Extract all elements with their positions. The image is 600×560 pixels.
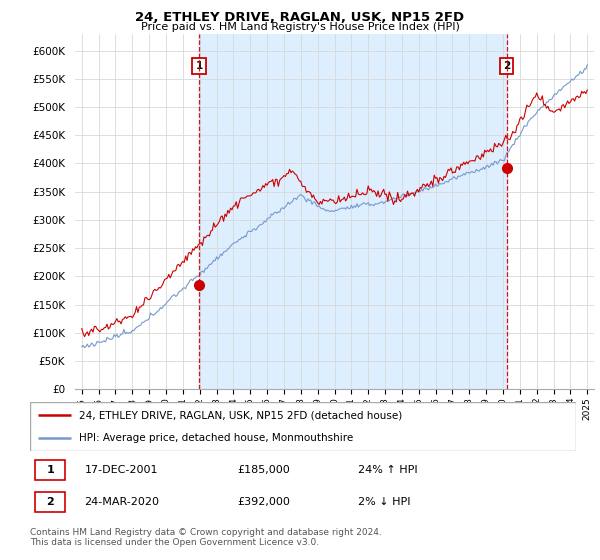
Text: 1: 1 xyxy=(47,465,55,475)
Text: Contains HM Land Registry data © Crown copyright and database right 2024.
This d: Contains HM Land Registry data © Crown c… xyxy=(30,528,382,547)
Text: 24% ↑ HPI: 24% ↑ HPI xyxy=(358,465,417,475)
Text: 2: 2 xyxy=(503,60,511,71)
Text: 2: 2 xyxy=(47,497,55,507)
FancyBboxPatch shape xyxy=(35,492,65,512)
Text: 2% ↓ HPI: 2% ↓ HPI xyxy=(358,497,410,507)
Text: 17-DEC-2001: 17-DEC-2001 xyxy=(85,465,158,475)
Text: £185,000: £185,000 xyxy=(238,465,290,475)
FancyBboxPatch shape xyxy=(30,402,576,451)
Bar xyxy=(199,34,507,389)
Text: Price paid vs. HM Land Registry's House Price Index (HPI): Price paid vs. HM Land Registry's House … xyxy=(140,22,460,32)
Text: 1: 1 xyxy=(196,60,203,71)
Text: HPI: Average price, detached house, Monmouthshire: HPI: Average price, detached house, Monm… xyxy=(79,433,353,444)
Text: £392,000: £392,000 xyxy=(238,497,290,507)
FancyBboxPatch shape xyxy=(35,460,65,480)
Text: 24, ETHLEY DRIVE, RAGLAN, USK, NP15 2FD: 24, ETHLEY DRIVE, RAGLAN, USK, NP15 2FD xyxy=(136,11,464,24)
Text: 24, ETHLEY DRIVE, RAGLAN, USK, NP15 2FD (detached house): 24, ETHLEY DRIVE, RAGLAN, USK, NP15 2FD … xyxy=(79,410,403,421)
Text: 24-MAR-2020: 24-MAR-2020 xyxy=(85,497,160,507)
